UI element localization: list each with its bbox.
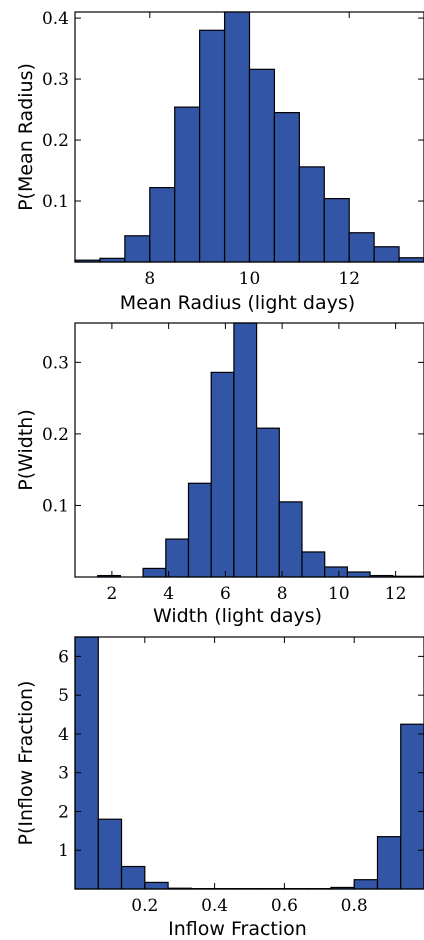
y-tick-label: 6 <box>58 647 69 667</box>
histogram-bar <box>298 166 325 263</box>
histogram-panel-1: 8 10 12 0.1 0.2 0.3 0.4 Mean Radius (light days… <box>15 9 424 314</box>
y-tick-label: 0.3 <box>42 70 69 90</box>
histogram-bar <box>187 482 212 578</box>
histogram-bar <box>144 881 169 890</box>
y-axis-label: P(Width) <box>15 409 37 490</box>
histogram-bar <box>248 68 276 263</box>
x-tick-label: 2 <box>106 584 117 604</box>
histogram-bar <box>74 636 99 890</box>
y-tick-label: 4 <box>58 725 69 745</box>
histogram-bar <box>210 371 235 578</box>
histogram-bar <box>373 246 400 263</box>
histogram-bar <box>398 257 424 263</box>
x-axis-label: Inflow Fraction <box>168 918 307 940</box>
histogram-bar <box>353 879 379 890</box>
histogram-bar <box>278 501 303 578</box>
histogram-bar <box>165 538 190 578</box>
y-tick-label: 0.1 <box>42 496 69 516</box>
y-axis-label: P(Inflow Fraction) <box>15 681 37 846</box>
histogram-bar <box>400 723 424 890</box>
histogram-bar <box>273 112 300 263</box>
histogram-bar <box>233 322 258 578</box>
y-axis-label: P(Mean Radius) <box>15 63 37 211</box>
histogram-panel-3: 0.2 0.4 0.6 0.8 1 2 3 4 5 6 Inflow Fraction P(Inflo… <box>15 636 424 940</box>
y-tick-label: 5 <box>58 686 69 706</box>
x-tick-label: 8 <box>277 584 288 604</box>
y-tick-label: 2 <box>58 802 69 822</box>
y-tick-label: 0.4 <box>42 9 69 29</box>
y-tick-label: 0.2 <box>42 425 69 445</box>
histogram-bar <box>120 865 146 890</box>
x-tick-label: 8 <box>144 269 155 289</box>
histogram-bar <box>255 427 280 578</box>
x-tick-label: 12 <box>338 269 360 289</box>
histogram-bar <box>149 187 176 263</box>
histogram-bar <box>324 566 348 578</box>
x-tick-label: 12 <box>385 584 407 604</box>
histogram-bar <box>301 551 326 578</box>
histogram-bar <box>199 29 226 263</box>
x-tick-label: 6 <box>220 584 231 604</box>
y-tick-label: 3 <box>58 764 69 784</box>
x-tick-label: 4 <box>163 584 174 604</box>
y-tick-label: 0.1 <box>42 192 69 212</box>
x-tick-label: 0.8 <box>341 896 368 916</box>
x-axis-label: Mean Radius (light days) <box>120 292 355 314</box>
y-tick-label: 0.3 <box>42 353 69 373</box>
x-tick-label: 10 <box>328 584 350 604</box>
x-axis-label: Width (light days) <box>153 605 322 627</box>
histogram-bar <box>97 818 123 890</box>
x-tick-label: 0.2 <box>131 896 158 916</box>
y-tick-label: 0.2 <box>42 131 69 151</box>
histogram-panel-2: 2 4 6 8 10 12 0.1 0.2 0.3 Width (light days) P(Wid… <box>15 322 424 627</box>
histogram-bar <box>348 232 375 263</box>
x-tick-label: 0.4 <box>201 896 228 916</box>
histogram-bar <box>223 11 251 263</box>
x-tick-label: 10 <box>239 269 261 289</box>
x-tick-label: 0.6 <box>271 896 298 916</box>
plot-frame <box>74 636 424 890</box>
histogram-bar <box>124 235 151 263</box>
plot-frame <box>74 322 424 578</box>
histogram-bar <box>376 836 402 890</box>
y-tick-label: 1 <box>58 841 69 861</box>
histogram-bar <box>323 197 350 263</box>
histogram-bar <box>346 571 371 578</box>
histogram-bar <box>142 567 167 578</box>
histogram-bar <box>174 106 201 263</box>
